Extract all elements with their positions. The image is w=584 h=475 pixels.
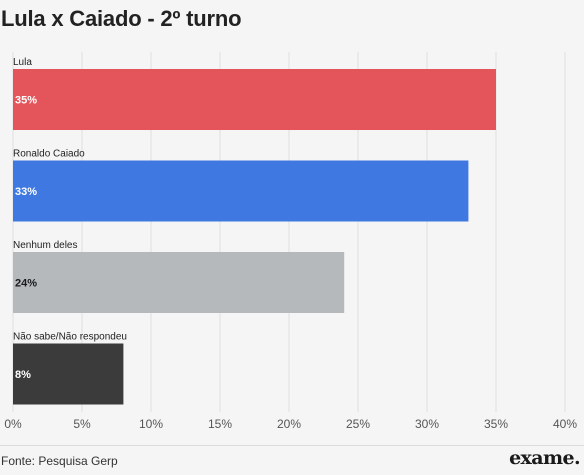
bar (13, 343, 124, 405)
category-label: Lula (13, 57, 32, 68)
x-tick-label: 10% (139, 417, 163, 431)
x-tick-label: 40% (553, 417, 577, 431)
footer-divider (0, 445, 584, 446)
x-tick-label: 30% (415, 417, 439, 431)
x-tick-label: 25% (346, 417, 370, 431)
x-tick-label: 35% (484, 417, 508, 431)
bar-value-label: 8% (15, 369, 31, 381)
bar (13, 69, 496, 130)
category-label: Ronaldo Caiado (13, 149, 85, 160)
exame-logo: exame. (509, 447, 581, 469)
bar-value-label: 24% (15, 278, 37, 290)
bar-value-label: 35% (15, 95, 37, 107)
source-note: Fonte: Pesquisa Gerp (1, 454, 118, 468)
x-tick-label: 15% (208, 417, 232, 431)
x-tick-label: 0% (4, 417, 22, 431)
bars: Lula 35% Ronaldo Caiado 33% Nenhum deles 24% N… (13, 57, 496, 405)
category-label: Nenhum deles (13, 240, 77, 251)
bar (13, 160, 469, 222)
x-tick-label: 5% (73, 417, 91, 431)
x-tick-label: 20% (277, 417, 301, 431)
bar-chart: Lula 35% Ronaldo Caiado 33% Nenhum deles 24% N… (4, 52, 577, 431)
bar (13, 252, 345, 313)
category-label: Não sabe/Não respondeu (13, 332, 127, 343)
x-axis-tick-labels: 0% 5% 10% 15% 20% 25% 30% 35% 40% (4, 417, 577, 431)
bar-value-label: 33% (15, 186, 37, 198)
chart-title: Lula x Caiado - 2º turno (1, 6, 242, 31)
